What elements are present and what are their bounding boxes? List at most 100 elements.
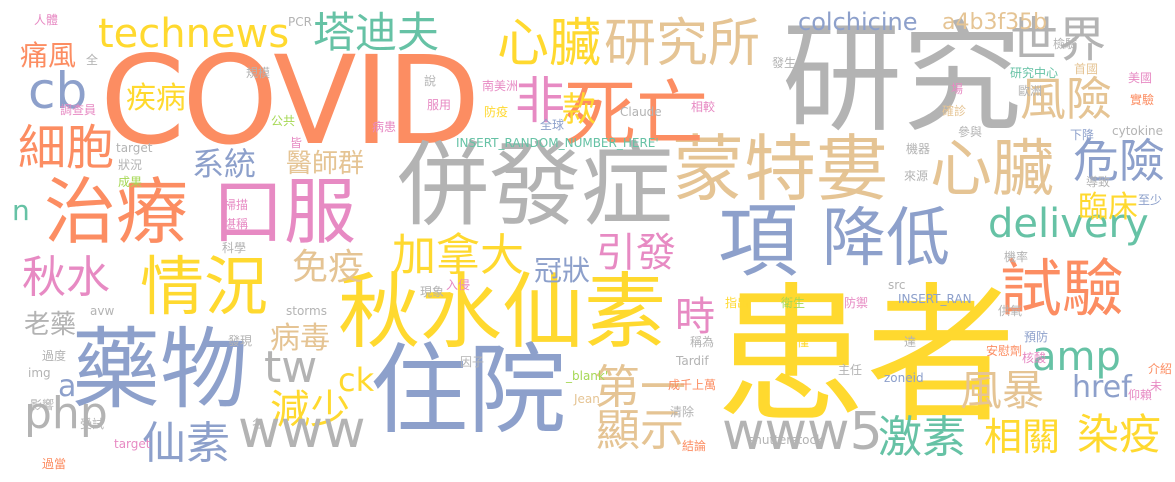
word-usa: 美國 bbox=[1128, 71, 1153, 85]
word-reach: 達 bbox=[904, 335, 917, 349]
word-reduce: 降低 bbox=[822, 202, 950, 276]
word-risk: 風險 bbox=[1020, 72, 1112, 126]
word-avw: avw bbox=[90, 304, 115, 318]
word-scale: 規模 bbox=[246, 66, 271, 80]
word-colchicine-zh: 秋水仙素 bbox=[338, 265, 667, 360]
word-source: 來源 bbox=[904, 169, 929, 183]
word-complication: 併發症 bbox=[397, 132, 674, 239]
word-world: 世界 bbox=[1010, 12, 1107, 68]
word-display: 顯示 bbox=[596, 405, 684, 456]
word-danger: 危險 bbox=[1073, 134, 1165, 188]
word-heart-1: 心臟 bbox=[497, 14, 602, 74]
word-research-center: 研究中心 bbox=[1010, 66, 1059, 80]
word-time: 時 bbox=[675, 294, 715, 340]
word-hormone: 激素 bbox=[878, 412, 966, 463]
word-participate: 參與 bbox=[958, 125, 983, 139]
word-canada: 加拿大 bbox=[392, 230, 524, 281]
word-hygiene: 衛生 bbox=[781, 296, 806, 310]
word-n: n bbox=[12, 194, 30, 227]
word-tw: tw bbox=[264, 342, 318, 393]
word-model: 款 bbox=[562, 90, 596, 130]
word-conclusion: 結論 bbox=[682, 439, 707, 453]
word-xiansu: 仙素 bbox=[142, 418, 230, 469]
word-field: 場 bbox=[951, 82, 964, 96]
word-storm: 風暴 bbox=[960, 366, 1045, 415]
word-test: 檢驗 bbox=[1053, 37, 1078, 51]
word-call-as: 稱為 bbox=[690, 335, 715, 349]
word-say: 說 bbox=[424, 74, 437, 88]
word-research-institute: 研究所 bbox=[604, 14, 761, 74]
word-thousands: 成千上萬 bbox=[668, 378, 717, 392]
word-amp: amp bbox=[1032, 334, 1121, 380]
word-research: 研究 bbox=[782, 10, 1022, 149]
word-cytokine: cytokine bbox=[1112, 124, 1164, 138]
word-corona: 冠狀 bbox=[534, 254, 591, 287]
word-only: 僅 bbox=[797, 335, 810, 349]
word-storms: storms bbox=[286, 304, 327, 318]
word-placebo: 安慰劑 bbox=[986, 344, 1023, 358]
word-science: 科學 bbox=[222, 241, 247, 255]
word-at-least: 至少 bbox=[1138, 193, 1163, 207]
word-target: target bbox=[116, 141, 153, 155]
word-first: 第一 bbox=[594, 360, 686, 414]
word-target-2: target bbox=[114, 437, 151, 451]
word-introduce: 介紹 bbox=[1148, 362, 1173, 376]
word-ck: ck bbox=[338, 361, 375, 399]
word-take-medicine: 服用 bbox=[427, 98, 452, 112]
word-href: href bbox=[1072, 370, 1132, 405]
word-virus: 病毒 bbox=[270, 321, 330, 356]
word-investigator: 調查員 bbox=[60, 103, 97, 117]
word-global: 全球 bbox=[540, 118, 565, 132]
word-img: img bbox=[28, 366, 51, 380]
word-human-body: 人體 bbox=[34, 13, 59, 27]
word-first-country: 首國 bbox=[1074, 62, 1099, 76]
word-subject: 受試 bbox=[80, 417, 105, 431]
word-a: a bbox=[58, 369, 77, 404]
word-overdone: 過當 bbox=[42, 457, 67, 471]
word-hospitalization: 住院 bbox=[370, 334, 567, 448]
word-autumn-water: 秋水 bbox=[22, 252, 110, 303]
word-montreal: 蒙特婁 bbox=[672, 127, 889, 211]
word-condition: 狀況 bbox=[118, 158, 143, 172]
word-clinical: 臨床 bbox=[1078, 190, 1138, 225]
word-south-america: 南美洲 bbox=[482, 79, 519, 93]
word-all: 全 bbox=[86, 53, 99, 67]
word-prevention: 預防 bbox=[1024, 330, 1049, 344]
word-non: 非 bbox=[515, 72, 565, 130]
word-tardif-zh: 塔迪夫 bbox=[313, 8, 440, 57]
word-gout: 痛風 bbox=[20, 39, 77, 72]
word-shutterstock: shutterstock bbox=[748, 433, 824, 447]
word-occur: 發生 bbox=[772, 56, 797, 70]
word-patient: 患者 bbox=[716, 270, 1017, 444]
word-heart-2: 心臟 bbox=[930, 132, 1055, 205]
word-insert-ran: INSERT_RAN bbox=[898, 292, 972, 306]
word-result: 成果 bbox=[118, 175, 143, 189]
word-insert-random-number: INSERT_RANDOM_NUMBER_HERE' bbox=[456, 136, 659, 150]
word-disease: 疾病 bbox=[126, 81, 186, 116]
word-pcr: PCR bbox=[288, 15, 312, 29]
word-lead-to: 導致 bbox=[1086, 175, 1111, 189]
word-oxygen-supply: 供氧 bbox=[998, 304, 1023, 318]
word-public: 公共 bbox=[271, 114, 296, 128]
word-covid: COVID bbox=[100, 30, 480, 172]
word-point-out: 指出 bbox=[725, 296, 750, 310]
word-director: 主任 bbox=[838, 363, 863, 377]
word-cell: 細胞 bbox=[18, 120, 115, 176]
word-oral: 口服 bbox=[212, 170, 357, 254]
word-phenomenon: 現象 bbox=[420, 285, 445, 299]
word-experiment: 實驗 bbox=[1130, 93, 1155, 107]
word-jean: Jean bbox=[574, 392, 600, 406]
word-all-2: 皆 bbox=[290, 136, 303, 150]
word-treatment: 治療 bbox=[44, 170, 189, 254]
word-item: 項 bbox=[718, 195, 798, 288]
word-clear: 清除 bbox=[670, 405, 695, 419]
word-compare: 相較 bbox=[691, 100, 716, 114]
word-invade: 入侵 bbox=[446, 278, 471, 292]
word-immune: 免疫 bbox=[292, 247, 365, 288]
word-not-yet: 未 bbox=[1150, 379, 1163, 393]
word-related: 相關 bbox=[984, 415, 1061, 459]
word-called: 堪稱 bbox=[224, 217, 249, 231]
word-src: src bbox=[888, 278, 906, 292]
word-influence: 影響 bbox=[30, 398, 55, 412]
